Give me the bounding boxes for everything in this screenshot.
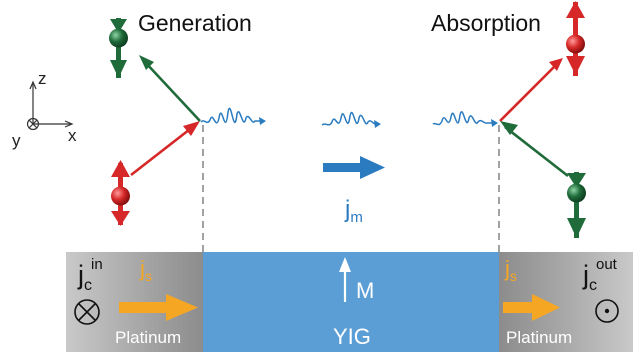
axes-icon (26, 80, 74, 131)
charge-current-in-label: jcin (77, 256, 103, 294)
magnetization-label: M (356, 278, 374, 303)
magnon-current-arrow (323, 156, 385, 179)
yig-slab (203, 252, 500, 352)
spin-down-generation-icon (109, 18, 128, 78)
magnon-wave-generation-icon (200, 107, 266, 125)
spin-current-right-arrow (503, 294, 560, 321)
axis-z-label: z (38, 69, 47, 88)
absorption-title: Absorption (431, 10, 541, 36)
axis-y-label: y (12, 131, 21, 150)
circled-cross-icon (74, 299, 100, 325)
absorption-incoming-arrow (500, 121, 569, 178)
circled-dot-icon (595, 299, 619, 323)
magnon-wave-propagating-icon (321, 111, 381, 128)
charge-current-out-label: jcout (582, 256, 618, 294)
generation-incoming-arrow (130, 121, 200, 177)
platinum-right-label: Platinum (506, 328, 572, 347)
generation-title: Generation (138, 10, 252, 36)
spin-current-left-arrow (119, 294, 198, 321)
magnon-wave-absorption-icon (432, 111, 498, 127)
absorption-outgoing-arrow (499, 58, 563, 122)
spin-up-absorption-icon (566, 1, 585, 76)
spin-current-right-label: js (504, 256, 517, 284)
magnon-current-label: jm (344, 196, 363, 226)
axis-x-label: x (68, 126, 77, 145)
magnetization-arrow (339, 257, 351, 302)
spin-down-absorption-icon (567, 172, 586, 238)
yig-label: YIG (333, 324, 371, 349)
spin-up-generation-icon (111, 160, 130, 226)
spin-current-left-label: js (139, 256, 152, 284)
platinum-left-label: Platinum (115, 328, 181, 347)
generation-outgoing-arrow (139, 55, 201, 122)
